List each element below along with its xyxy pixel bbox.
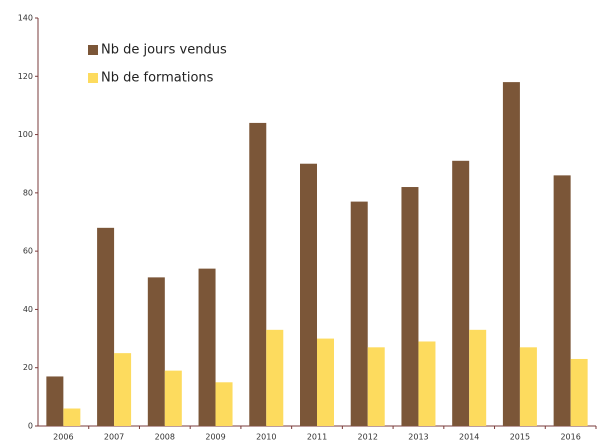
x-tick-label: 2012 <box>358 433 378 442</box>
x-tick-label: 2016 <box>560 433 580 442</box>
legend-label: Nb de formations <box>101 71 214 86</box>
y-tick-label: 20 <box>23 363 33 372</box>
y-tick-label: 140 <box>18 14 33 23</box>
x-tick-label: 2008 <box>155 433 175 442</box>
x-tick-label: 2011 <box>307 433 327 442</box>
x-tick-label: 2015 <box>510 433 530 442</box>
bar <box>249 122 267 427</box>
bar <box>401 187 419 426</box>
y-tick-label: 0 <box>28 422 33 431</box>
y-tick-label: 120 <box>18 72 33 81</box>
y-tick-label: 40 <box>23 305 33 314</box>
bar <box>63 408 81 426</box>
bar <box>519 347 537 426</box>
x-tick-label: 2010 <box>256 433 276 442</box>
bar <box>350 201 368 426</box>
x-tick-label: 2009 <box>205 433 225 442</box>
bar <box>198 268 216 426</box>
x-tick-label: 2014 <box>459 433 479 442</box>
bar <box>452 160 470 427</box>
bar <box>317 338 334 426</box>
bar <box>502 82 520 426</box>
bar <box>266 329 284 426</box>
bar <box>553 175 571 426</box>
bar <box>164 370 182 426</box>
bar <box>367 347 385 426</box>
y-tick-label: 80 <box>23 188 33 197</box>
y-tick-label: 100 <box>18 130 33 139</box>
bar <box>97 227 115 426</box>
bar <box>300 163 317 426</box>
bar <box>46 376 64 426</box>
legend-label: Nb de jours vendus <box>101 43 227 58</box>
legend-swatch <box>88 45 98 55</box>
x-tick-label: 2006 <box>53 433 73 442</box>
bar <box>418 341 436 426</box>
x-tick-label: 2013 <box>408 433 428 442</box>
legend-swatch <box>88 73 98 83</box>
bar <box>147 277 165 426</box>
y-tick-label: 60 <box>23 247 33 256</box>
bar <box>469 329 487 426</box>
bar <box>570 358 588 426</box>
bar <box>114 353 132 426</box>
bar <box>215 382 233 426</box>
x-tick-label: 2007 <box>104 433 124 442</box>
